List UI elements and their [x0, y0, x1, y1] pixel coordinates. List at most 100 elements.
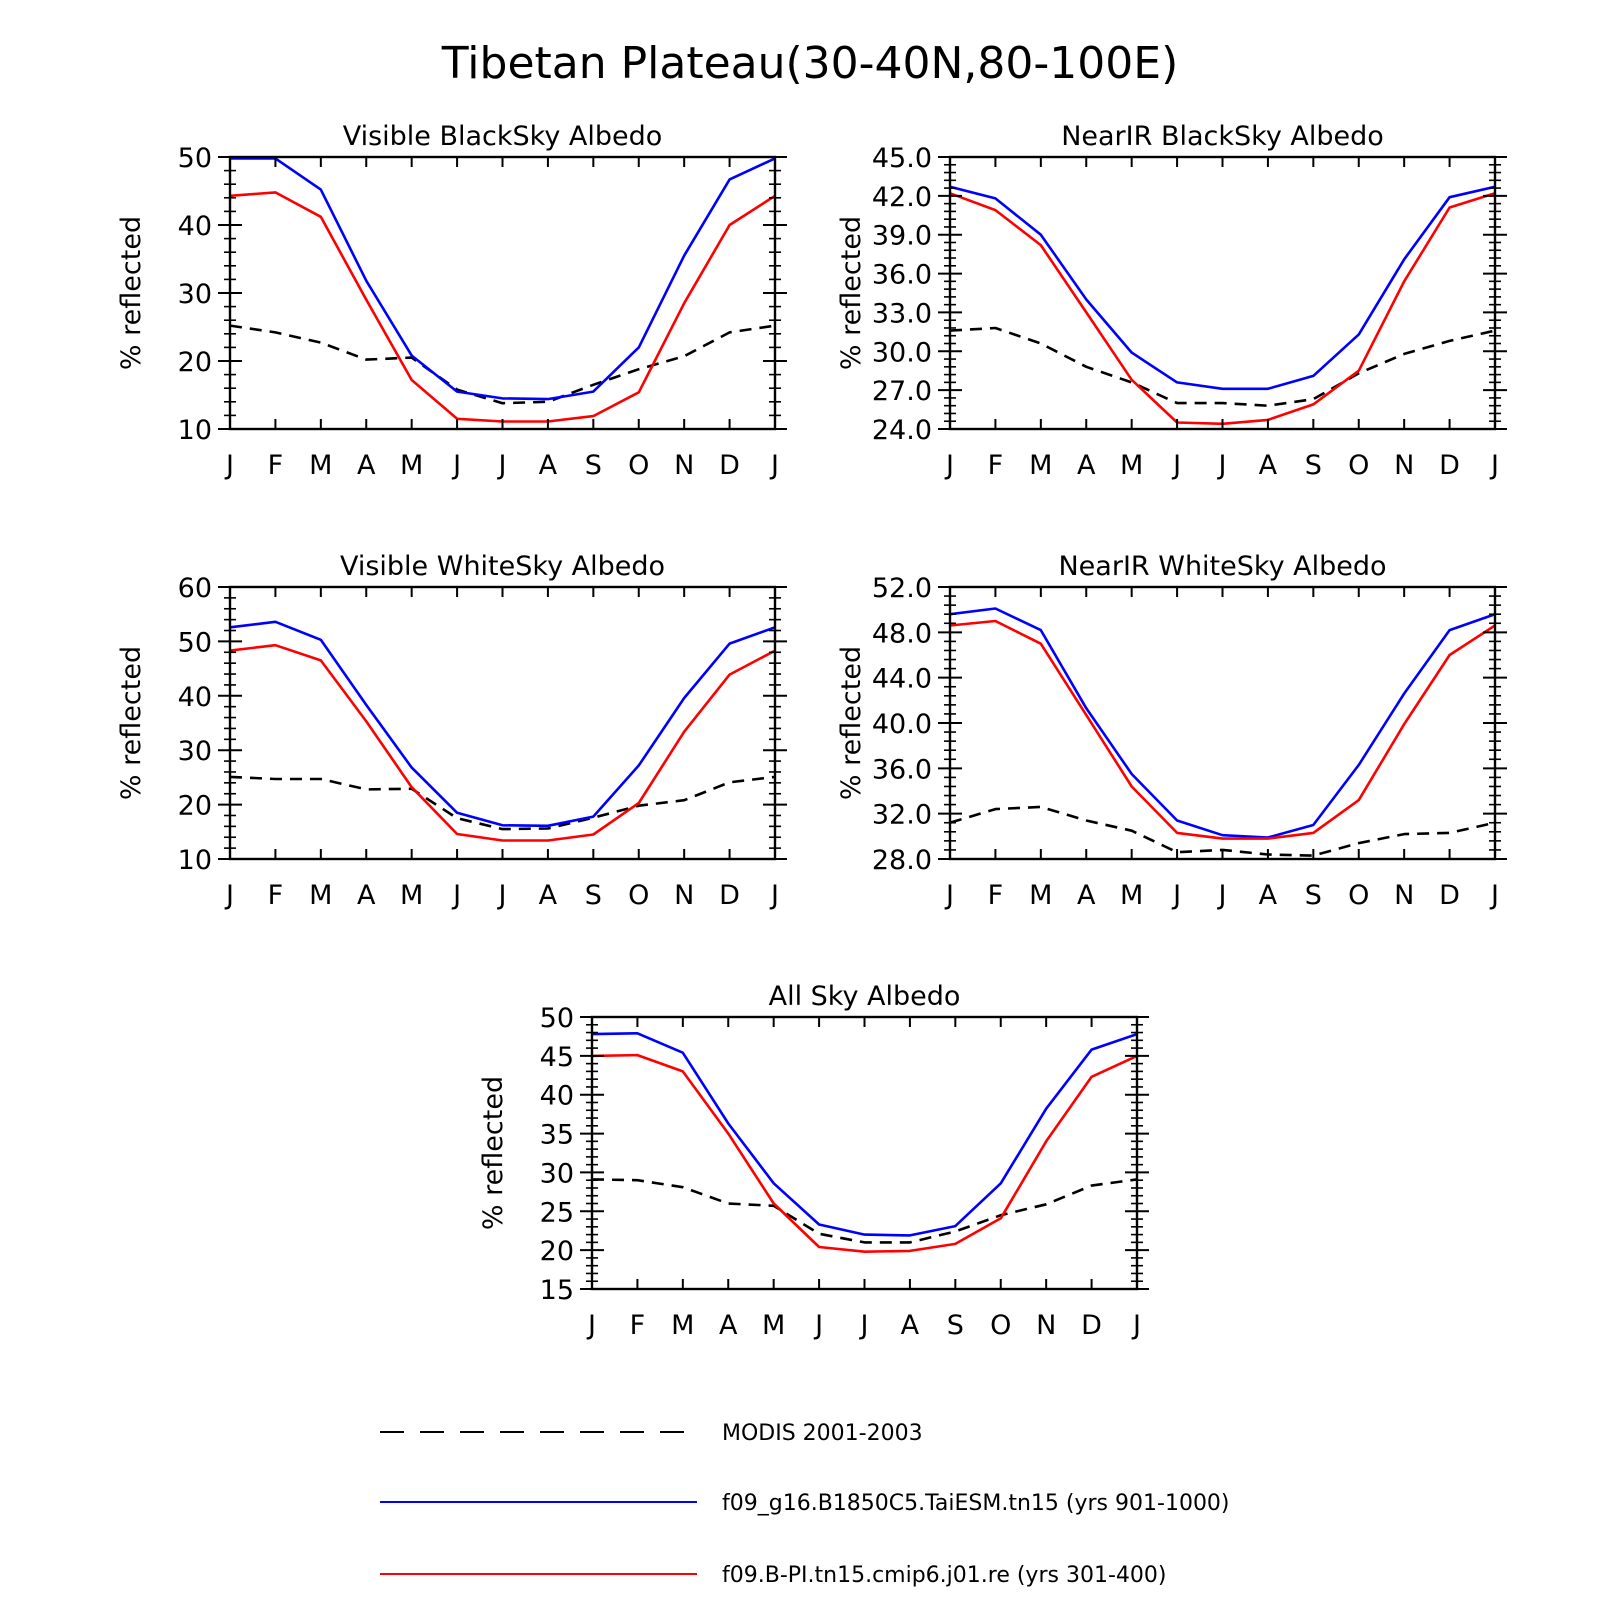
y-tick-label: 45 — [540, 1042, 574, 1073]
plot-frame — [590, 1015, 1139, 1291]
x-tick-label: O — [990, 1310, 1011, 1341]
series-line-3 — [592, 1053, 1137, 1253]
y-tick-label: 30.0 — [872, 337, 932, 368]
y-tick-label: 50 — [178, 143, 212, 174]
y-tick-label: 40 — [540, 1081, 574, 1112]
y-axis-label: % reflected — [116, 646, 147, 800]
x-tick-label: J — [451, 450, 461, 481]
x-tick-label: O — [1348, 450, 1369, 481]
x-tick-label: J — [1171, 450, 1181, 481]
x-tick-label: A — [357, 880, 376, 911]
y-tick-label: 33.0 — [872, 298, 932, 329]
x-tick-label: F — [268, 450, 284, 481]
x-tick-label: M — [762, 1310, 785, 1341]
y-tick-label: 40 — [178, 211, 212, 242]
x-tick-label: D — [719, 450, 740, 481]
y-tick-label: 45.0 — [872, 143, 932, 174]
x-tick-label: S — [947, 1310, 964, 1341]
series-line-3 — [950, 619, 1495, 840]
y-tick-label: 32.0 — [872, 800, 932, 831]
x-tick-label: J — [224, 880, 234, 911]
x-tick-label: N — [674, 880, 694, 911]
x-tick-label: O — [1348, 880, 1369, 911]
panel-title: Visible WhiteSky Albedo — [340, 551, 665, 582]
x-tick-label: D — [1081, 1310, 1102, 1341]
x-tick-label: N — [1394, 880, 1414, 911]
y-tick-label: 36.0 — [872, 260, 932, 291]
x-tick-label: J — [497, 450, 507, 481]
y-tick-label: 60 — [178, 573, 212, 604]
x-tick-label: O — [628, 880, 649, 911]
x-tick-label: S — [1305, 450, 1322, 481]
y-axis-label: % reflected — [478, 1076, 509, 1230]
x-tick-label: A — [1077, 450, 1096, 481]
y-axis-label: % reflected — [116, 216, 147, 370]
series-line-1 — [230, 775, 775, 831]
y-tick-label: 40.0 — [872, 709, 932, 740]
y-tick-label: 10 — [178, 845, 212, 876]
x-tick-label: M — [1029, 450, 1052, 481]
x-tick-label: F — [988, 880, 1004, 911]
series-line-2 — [950, 185, 1495, 391]
x-tick-label: A — [1259, 880, 1278, 911]
x-tick-label: J — [1131, 1310, 1141, 1341]
legend-label-2: f09_g16.B1850C5.TaiESM.tn15 (yrs 901-100… — [722, 1491, 1230, 1516]
x-tick-label: M — [400, 880, 423, 911]
panel-title: NearIR BlackSky Albedo — [1061, 121, 1384, 152]
x-tick-label: J — [813, 1310, 823, 1341]
y-tick-label: 35 — [540, 1120, 574, 1151]
series-line-1 — [230, 324, 775, 405]
x-tick-label: J — [497, 880, 507, 911]
x-tick-label: J — [451, 880, 461, 911]
x-tick-label: J — [944, 450, 954, 481]
x-tick-label: A — [1077, 880, 1096, 911]
y-tick-label: 20 — [540, 1236, 574, 1267]
x-tick-label: D — [719, 880, 740, 911]
y-axis-label: % reflected — [836, 646, 867, 800]
y-tick-label: 50 — [178, 627, 212, 658]
x-tick-label: M — [1120, 880, 1143, 911]
x-tick-label: M — [1029, 880, 1052, 911]
plot-frame — [948, 585, 1497, 861]
x-tick-label: J — [1171, 880, 1181, 911]
x-tick-label: A — [357, 450, 376, 481]
x-tick-label: O — [628, 450, 649, 481]
y-tick-label: 30 — [178, 736, 212, 767]
series-line-3 — [230, 643, 775, 842]
panel-title: NearIR WhiteSky Albedo — [1058, 551, 1386, 582]
x-tick-label: N — [1036, 1310, 1056, 1341]
legend-label-1: MODIS 2001-2003 — [722, 1421, 923, 1446]
y-tick-label: 36.0 — [872, 754, 932, 785]
y-tick-label: 44.0 — [872, 664, 932, 695]
series-line-2 — [230, 157, 775, 401]
y-tick-label: 20 — [178, 347, 212, 378]
x-tick-label: M — [671, 1310, 694, 1341]
x-tick-label: J — [769, 880, 779, 911]
y-tick-label: 50 — [540, 1003, 574, 1034]
y-tick-label: 15 — [540, 1275, 574, 1306]
x-tick-label: A — [1259, 450, 1278, 481]
y-tick-label: 27.0 — [872, 376, 932, 407]
x-tick-label: S — [1305, 880, 1322, 911]
x-tick-label: J — [944, 880, 954, 911]
x-tick-label: J — [1217, 880, 1227, 911]
x-tick-label: A — [901, 1310, 920, 1341]
series-line-2 — [592, 1032, 1137, 1237]
x-tick-label: S — [585, 450, 602, 481]
x-tick-label: A — [539, 450, 558, 481]
x-tick-label: J — [1489, 450, 1499, 481]
x-tick-label: J — [224, 450, 234, 481]
y-tick-label: 25 — [540, 1197, 574, 1228]
y-tick-label: 20 — [178, 791, 212, 822]
x-tick-label: D — [1439, 880, 1460, 911]
x-tick-label: F — [630, 1310, 646, 1341]
legend: MODIS 2001-2003 f09_g16.B1850C5.TaiESM.tn… — [380, 1421, 1230, 1588]
x-tick-label: M — [1120, 450, 1143, 481]
x-tick-label: A — [719, 1310, 738, 1341]
y-tick-label: 30 — [540, 1158, 574, 1189]
